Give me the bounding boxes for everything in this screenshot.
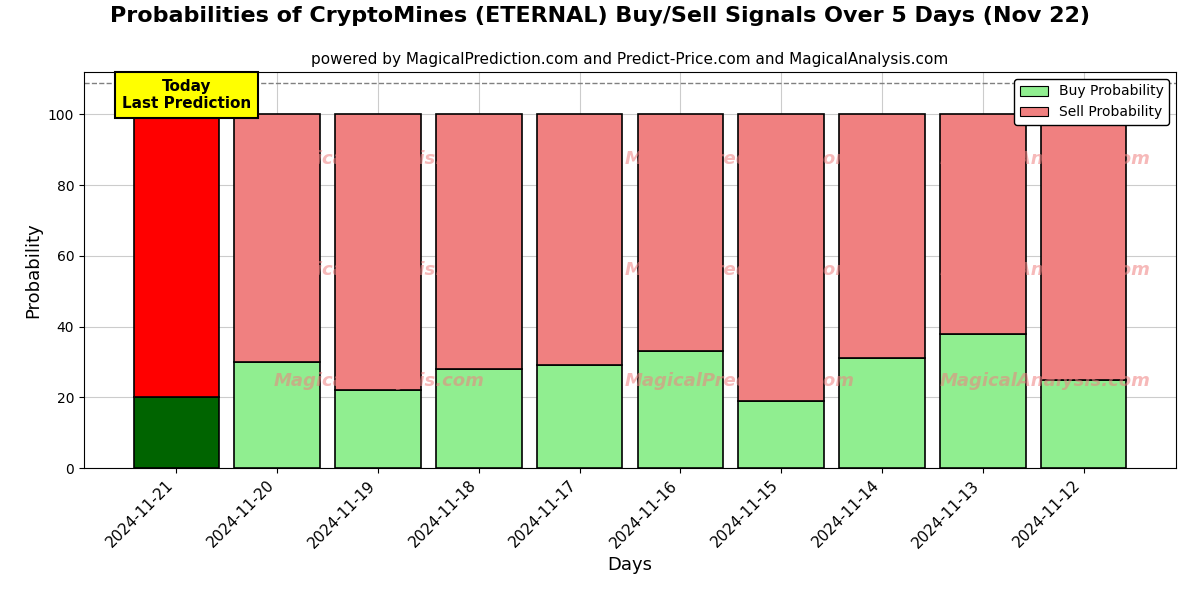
Bar [637,115,724,352]
Text: MagicalPrediction.com: MagicalPrediction.com [624,150,854,168]
Title: powered by MagicalPrediction.com and Predict-Price.com and MagicalAnalysis.com: powered by MagicalPrediction.com and Pre… [311,52,949,67]
Bar [1040,115,1127,380]
X-axis label: Days: Days [607,556,653,574]
Text: Today
Last Prediction: Today Last Prediction [122,79,251,112]
Bar [335,115,421,390]
Bar [1040,380,1127,468]
Bar [234,115,320,362]
Bar [234,362,320,468]
Text: MagicalAnalysis.com: MagicalAnalysis.com [940,261,1151,279]
Bar [738,401,824,468]
Bar [940,115,1026,334]
Bar [940,334,1026,468]
Bar [637,352,724,468]
Text: MagicalAnalysis.com: MagicalAnalysis.com [274,150,485,168]
Bar [536,365,623,468]
Bar [738,115,824,401]
Y-axis label: Probability: Probability [24,222,42,318]
Text: Probabilities of CryptoMines (ETERNAL) Buy/Sell Signals Over 5 Days (Nov 22): Probabilities of CryptoMines (ETERNAL) B… [110,6,1090,26]
Bar [436,115,522,369]
Bar [133,115,220,397]
Legend: Buy Probability, Sell Probability: Buy Probability, Sell Probability [1014,79,1169,125]
Text: MagicalPrediction.com: MagicalPrediction.com [624,261,854,279]
Bar [839,115,925,358]
Bar [536,115,623,365]
Bar [839,358,925,468]
Text: MagicalAnalysis.com: MagicalAnalysis.com [274,261,485,279]
Text: MagicalAnalysis.com: MagicalAnalysis.com [940,372,1151,390]
Bar [436,369,522,468]
Bar [133,397,220,468]
Bar [335,390,421,468]
Text: MagicalAnalysis.com: MagicalAnalysis.com [274,372,485,390]
Text: MagicalPrediction.com: MagicalPrediction.com [624,372,854,390]
Text: MagicalAnalysis.com: MagicalAnalysis.com [940,150,1151,168]
